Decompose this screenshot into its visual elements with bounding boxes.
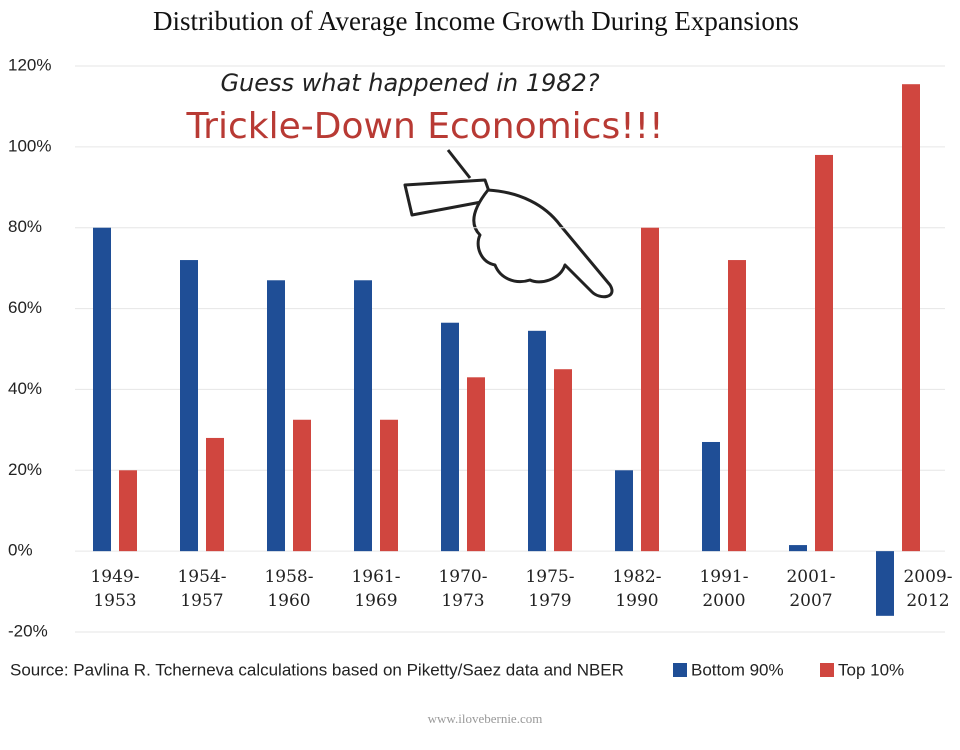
hand-illustration [403,149,614,299]
y-tick-label: 60% [8,298,42,317]
bar [641,227,659,552]
y-tick-label: 40% [8,379,42,398]
legend-swatch [820,663,834,677]
bar [441,322,459,552]
x-tick-label: 1958-1960 [264,567,313,611]
bar [206,437,224,552]
bar [528,330,546,552]
source-note: Source: Pavlina R. Tcherneva calculation… [10,660,624,679]
chart-title: Distribution of Average Income Growth Du… [153,6,799,36]
annotation: Trickle-Down Economics!!! [185,106,663,147]
bar [467,377,485,552]
bar [293,419,311,552]
bar [180,260,198,552]
x-tick-label: 2001-2007 [786,567,835,611]
bar [554,369,572,552]
bar [267,280,285,552]
annotation: Guess what happened in 1982? [220,69,599,97]
bar [354,280,372,552]
x-tick-label: 1975-1979 [525,567,574,611]
bar [702,441,720,552]
y-tick-label: 120% [8,55,51,74]
y-tick-label: 0% [8,541,33,560]
bar [815,154,833,552]
y-tick-label: 20% [8,460,42,479]
legend-swatch [673,663,687,677]
legend-label: Bottom 90% [691,660,784,679]
bar [789,545,807,552]
x-tick-label: 1982-1990 [612,567,661,611]
watermark: www.ilovebernie.com [428,711,543,726]
x-tick-label: 1961-1969 [351,567,400,611]
x-tick-label: 1991-2000 [699,567,748,611]
bar [876,551,894,616]
x-tick-label: 1954-1957 [177,567,226,611]
bar [615,470,633,552]
bar [902,84,920,552]
y-tick-label: 80% [8,217,42,236]
legend-label: Top 10% [838,660,904,679]
x-tick-label: 1970-1973 [438,567,487,611]
y-tick-label: 100% [8,136,51,155]
x-tick-label: 1949-1953 [90,567,139,611]
y-tick-label: -20% [8,621,48,640]
bar [728,260,746,552]
bar [380,419,398,552]
x-tick-label: 2009-2012 [903,567,952,611]
bar [119,470,137,552]
bar [93,227,111,552]
